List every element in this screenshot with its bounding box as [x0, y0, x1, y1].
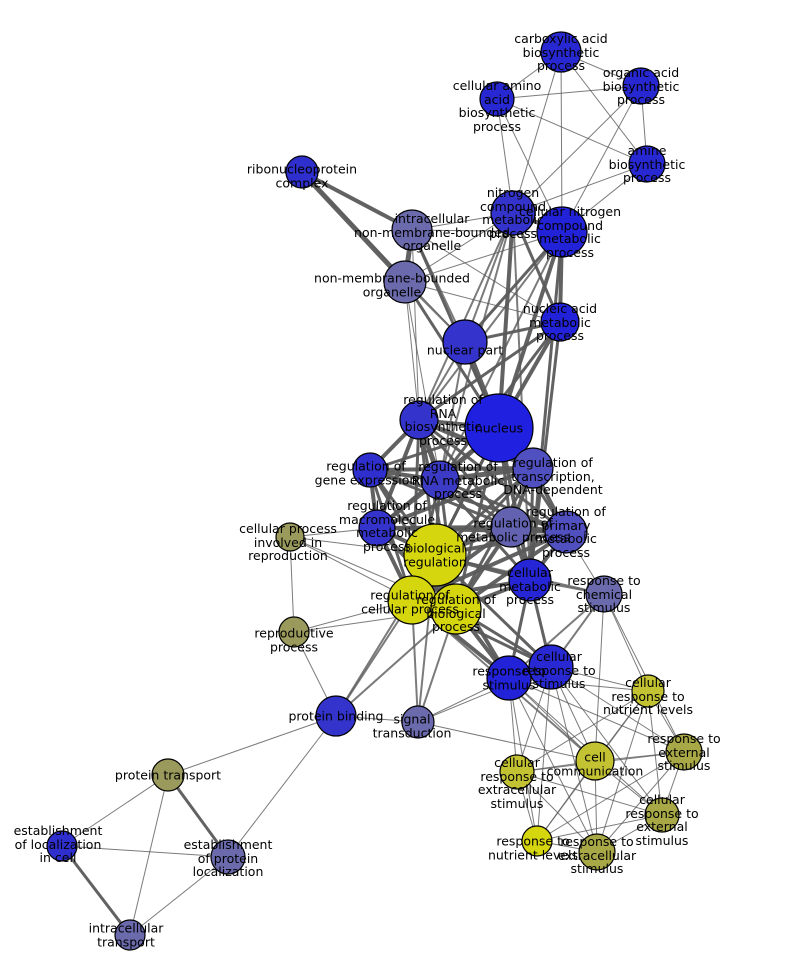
graph-edge	[550, 666, 663, 816]
graph-node[interactable]	[285, 155, 319, 189]
graph-node[interactable]	[644, 797, 680, 833]
graph-node[interactable]	[387, 575, 437, 625]
graph-edge	[516, 690, 649, 773]
graph-node[interactable]	[528, 644, 574, 690]
graph-edge	[516, 771, 598, 853]
graph-node[interactable]	[210, 839, 246, 875]
graph-edge	[536, 751, 685, 842]
graph-edge	[404, 281, 420, 421]
graph-node[interactable]	[578, 833, 616, 871]
graph-edge	[647, 690, 663, 816]
graph-edge	[167, 715, 337, 776]
graph-edge	[60, 845, 132, 936]
graph-edge	[129, 774, 169, 936]
graph-node[interactable]	[490, 506, 532, 548]
node-layer	[46, 31, 703, 951]
graph-edge	[560, 51, 563, 233]
graph-edge	[335, 608, 457, 717]
graph-edge	[508, 677, 598, 853]
graph-edge	[418, 320, 561, 422]
graph-node[interactable]	[622, 67, 660, 105]
graph-node[interactable]	[430, 583, 482, 635]
graph-edge	[560, 51, 648, 165]
graph-edge	[536, 814, 663, 842]
graph-edge	[369, 468, 567, 534]
graph-edge	[301, 170, 413, 232]
graph-edge	[61, 845, 229, 858]
graph-node[interactable]	[479, 81, 515, 117]
graph-node[interactable]	[403, 523, 467, 587]
graph-edge	[418, 231, 563, 421]
graph-node[interactable]	[420, 460, 460, 500]
graph-node[interactable]	[540, 31, 582, 73]
graph-edge	[289, 536, 295, 633]
graph-node[interactable]	[278, 616, 310, 648]
graph-node[interactable]	[275, 522, 305, 552]
graph-node[interactable]	[499, 754, 535, 790]
graph-node[interactable]	[114, 919, 146, 951]
graph-edge	[516, 771, 663, 816]
graph-edge	[512, 163, 648, 214]
graph-edge	[508, 677, 685, 753]
graph-node[interactable]	[486, 655, 532, 701]
graph-node[interactable]	[585, 575, 623, 613]
graph-node[interactable]	[401, 705, 435, 739]
graph-edge	[129, 856, 229, 936]
graph-node[interactable]	[540, 302, 580, 342]
edge-layer	[60, 51, 685, 936]
graph-edge	[561, 85, 642, 233]
graph-node[interactable]	[575, 741, 615, 781]
graph-node[interactable]	[391, 209, 433, 251]
graph-edge	[512, 85, 642, 214]
graph-node[interactable]	[464, 393, 534, 463]
graph-edge	[227, 715, 337, 858]
graph-edge	[417, 721, 596, 762]
graph-edge	[61, 774, 169, 847]
graph-node[interactable]	[383, 260, 427, 304]
graph-edge	[496, 98, 648, 165]
graph-node[interactable]	[536, 206, 588, 258]
graph-edge	[603, 593, 685, 753]
graph-node[interactable]	[358, 509, 396, 547]
graph-edge	[404, 281, 441, 481]
graph-edge	[512, 51, 562, 214]
graph-edge	[550, 666, 598, 853]
graph-edge	[439, 478, 567, 534]
graph-node[interactable]	[315, 695, 357, 737]
graph-node[interactable]	[628, 145, 666, 183]
graph-node[interactable]	[490, 190, 536, 236]
graph-edge	[439, 341, 466, 481]
graph-node[interactable]	[399, 400, 439, 440]
graph-node[interactable]	[665, 733, 703, 771]
graph-edge	[418, 212, 514, 421]
graph-edge	[404, 281, 561, 323]
graph-edge	[496, 85, 642, 100]
graph-node[interactable]	[521, 825, 553, 857]
graph-node[interactable]	[46, 830, 78, 862]
graph-edge	[411, 229, 420, 421]
graph-edge	[536, 666, 552, 842]
graph-edge	[596, 690, 649, 853]
graph-node[interactable]	[442, 319, 488, 365]
graph-node[interactable]	[151, 758, 185, 792]
graph-node[interactable]	[544, 510, 588, 554]
graph-node[interactable]	[512, 447, 554, 489]
graph-edge	[418, 418, 567, 534]
graph-node[interactable]	[352, 452, 388, 488]
graph-node[interactable]	[508, 558, 552, 602]
graph-node[interactable]	[631, 674, 665, 708]
graph-edge	[596, 751, 685, 853]
graph-edge	[594, 593, 605, 762]
graph-edge	[411, 229, 561, 323]
